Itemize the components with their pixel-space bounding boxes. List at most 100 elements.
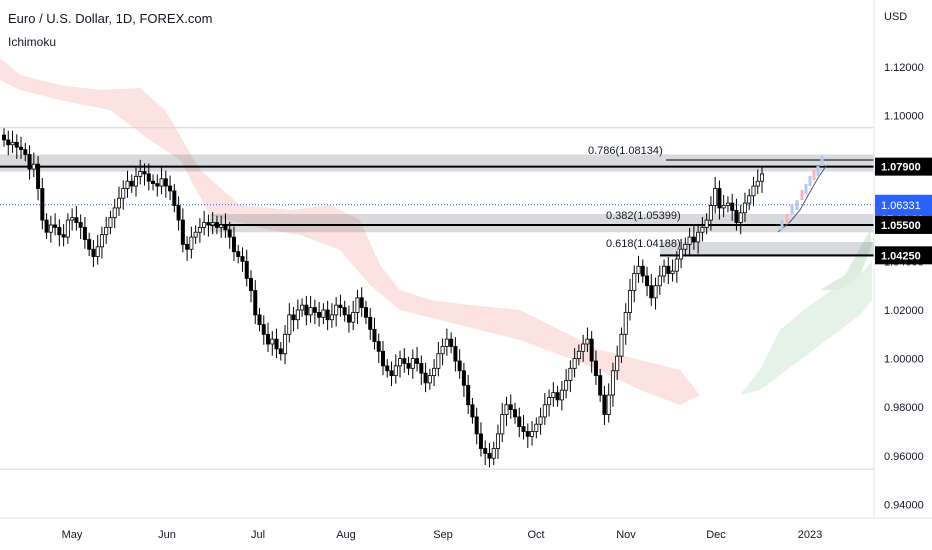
candle <box>40 178 45 230</box>
candle <box>146 163 151 191</box>
candle <box>10 130 15 153</box>
candle <box>721 195 726 218</box>
zone-rect[interactable] <box>0 154 874 172</box>
candle <box>108 210 113 235</box>
candle <box>14 134 19 159</box>
price-tick-label: 0.98000 <box>884 402 924 414</box>
candle <box>725 196 730 213</box>
candle <box>87 232 92 257</box>
time-axis-ticks[interactable]: May Jun Jul Aug Sep Oct Nov Dec 2023 <box>62 529 823 541</box>
candle <box>606 383 611 423</box>
candle <box>670 259 675 282</box>
candle <box>385 359 390 378</box>
level-price-tag[interactable]: 1.04250 <box>875 246 932 265</box>
candle <box>542 393 547 425</box>
fibonacci-levels: 0.786(1.08134) 0.382(1.05399) 0.618(1.0418… <box>588 145 874 250</box>
candle <box>308 295 313 323</box>
support-resistance-zones <box>0 154 874 258</box>
candle <box>547 389 552 417</box>
candle <box>700 216 705 242</box>
candle <box>95 235 100 265</box>
price-tick-label: 0.96000 <box>884 451 924 463</box>
candle <box>125 170 130 198</box>
candle <box>359 287 364 317</box>
level-price-tag[interactable]: 1.07900 <box>875 157 932 176</box>
candle <box>168 175 173 201</box>
currency-label: USD <box>884 11 907 23</box>
candle <box>474 407 479 445</box>
projected-candle <box>808 176 812 186</box>
candle <box>185 236 190 261</box>
candle <box>619 327 624 363</box>
projected-candle <box>780 220 784 230</box>
candle <box>662 259 667 283</box>
candle <box>419 355 424 385</box>
candle <box>240 247 245 272</box>
candle <box>415 346 420 372</box>
candle <box>645 266 650 297</box>
projected-candle <box>790 204 794 214</box>
candle <box>564 368 569 399</box>
projection-drawing <box>777 156 827 233</box>
candle <box>287 303 292 343</box>
time-tick-label: Aug <box>336 529 356 541</box>
candle <box>44 213 49 240</box>
candle <box>65 213 70 244</box>
candle <box>180 208 185 253</box>
candle <box>436 342 441 377</box>
candle <box>653 277 658 310</box>
candle <box>151 174 156 191</box>
indicator-label[interactable]: Ichimoku <box>8 35 57 49</box>
candle <box>513 402 518 424</box>
fib-label: 0.618(1.04188) <box>606 238 681 250</box>
candle <box>31 152 36 178</box>
candle <box>708 196 713 231</box>
zone-rect[interactable] <box>210 214 874 233</box>
cloud-bullish-upper <box>820 230 872 290</box>
candle <box>257 308 262 332</box>
candle <box>487 442 492 468</box>
projected-candle <box>816 166 820 176</box>
candle <box>295 299 300 329</box>
candle <box>283 325 288 365</box>
candle <box>236 244 241 264</box>
candle <box>74 205 79 231</box>
candle <box>742 192 747 223</box>
candle <box>738 204 743 235</box>
candle <box>129 174 134 193</box>
candle <box>27 145 32 180</box>
candle <box>325 300 330 331</box>
projected-candle <box>804 184 808 194</box>
time-tick-label: 2023 <box>798 529 822 541</box>
candle <box>274 328 279 359</box>
price-tick-label: 1.10000 <box>884 111 924 123</box>
candle <box>674 250 679 283</box>
level-price-tag[interactable]: 1.05500 <box>875 215 932 234</box>
candle <box>444 328 449 356</box>
candle <box>696 224 701 254</box>
symbol-title[interactable]: Euro / U.S. Dollar, 1D, FOREX.com <box>8 11 213 26</box>
candle <box>576 344 581 366</box>
candle <box>598 368 603 402</box>
candle <box>317 301 322 327</box>
candle <box>278 342 283 361</box>
candle <box>453 337 458 372</box>
candle <box>363 300 368 325</box>
candle <box>398 350 403 378</box>
candle <box>300 298 305 317</box>
candle <box>538 407 543 435</box>
price-tick-label: 0.94000 <box>884 499 924 511</box>
candle <box>172 184 177 213</box>
candle <box>227 221 232 249</box>
candle <box>70 208 75 231</box>
projected-candle <box>820 156 824 166</box>
candle <box>134 167 139 197</box>
candle <box>478 422 483 457</box>
candle <box>572 348 577 378</box>
zone-rect[interactable] <box>660 241 874 258</box>
candle <box>223 213 228 238</box>
candle <box>61 224 66 247</box>
candle <box>734 198 739 231</box>
candle <box>6 130 11 156</box>
